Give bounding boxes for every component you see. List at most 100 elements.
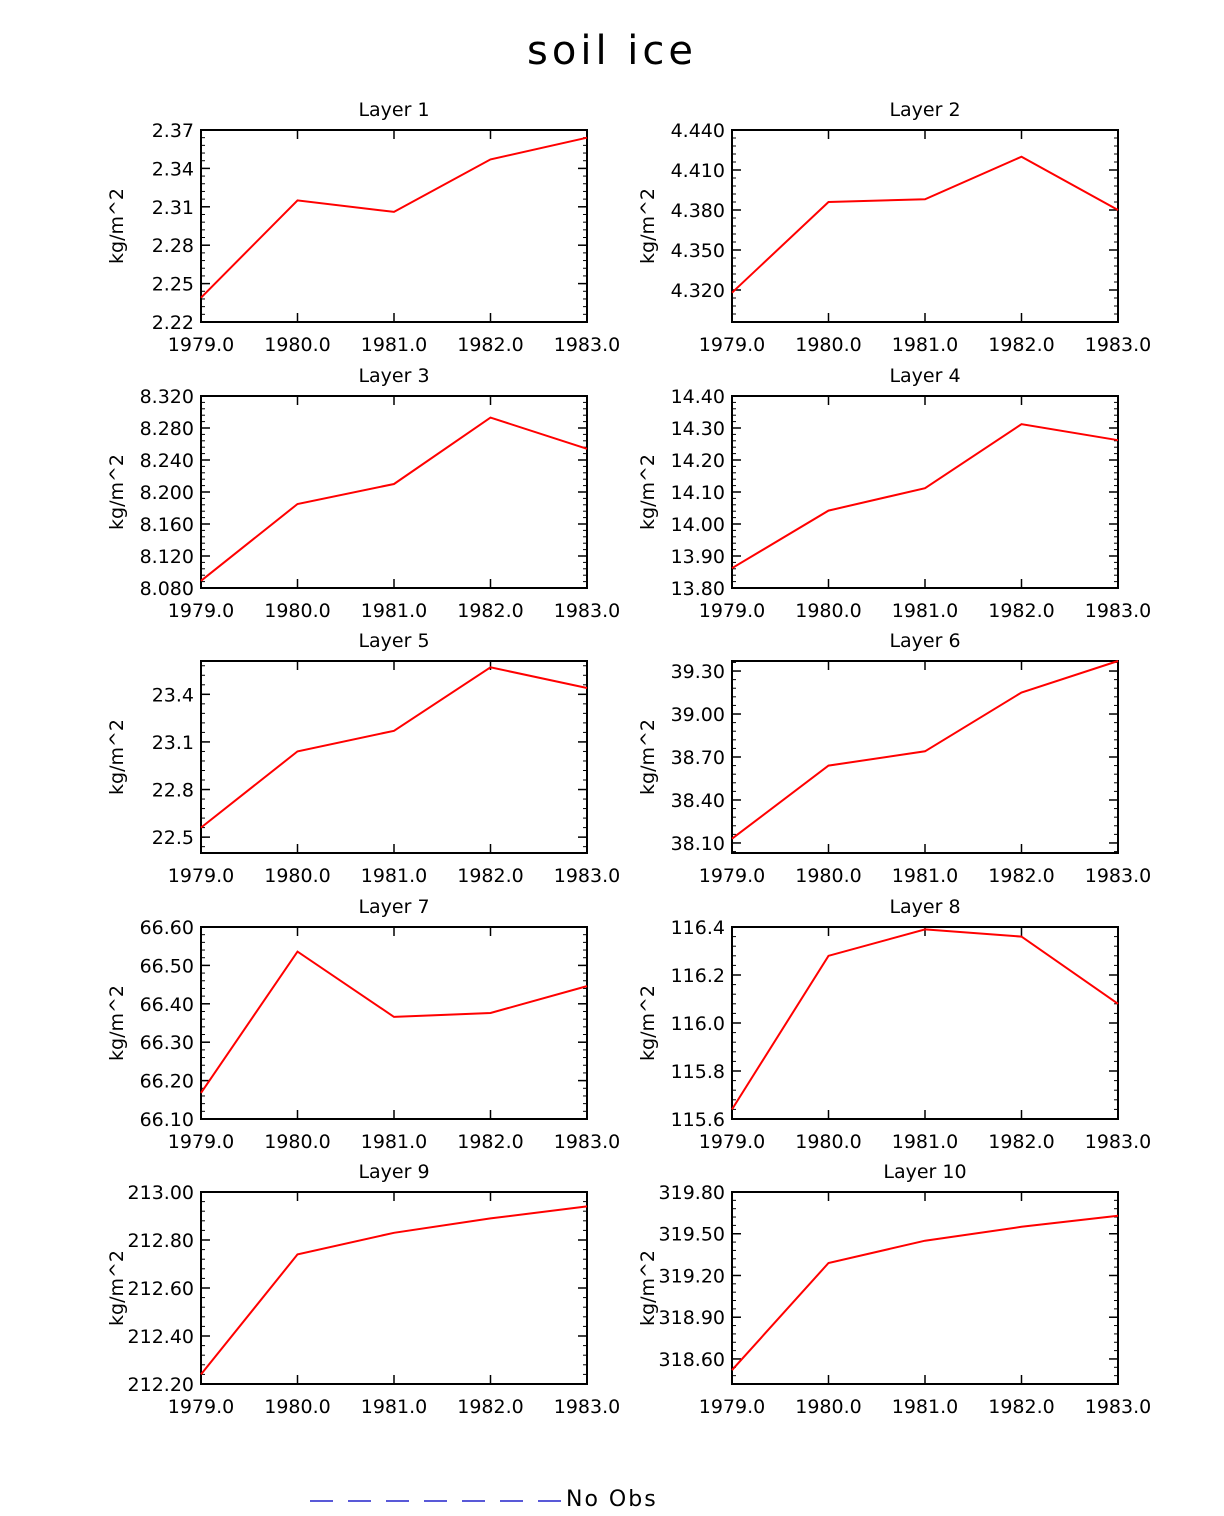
layer8-xtick-label: 1979.0 [699, 1131, 765, 1153]
layer1-point [200, 297, 202, 299]
layer4-xtick-label: 1981.0 [892, 600, 958, 622]
layer1-xtick-label: 1982.0 [457, 334, 523, 356]
layer3-xtick-label: 1983.0 [554, 600, 620, 622]
layer7-series-line [200, 950, 588, 1094]
layer2-xtick-label: 1981.0 [892, 334, 958, 356]
layer6-ylabel: kg/m^2 [637, 719, 659, 795]
layer7-ytick-label: 66.30 [140, 1032, 194, 1054]
layer7-title: Layer 7 [358, 896, 429, 918]
layer2-point [1021, 156, 1023, 158]
layer8-xtick-label: 1982.0 [988, 1131, 1054, 1153]
layer5-point [297, 750, 299, 752]
layer10-xtick-label: 1980.0 [795, 1396, 861, 1418]
layer1-point [297, 199, 299, 201]
layer8-point [1021, 936, 1023, 938]
layer3-ytick-label: 8.240 [140, 450, 194, 472]
layer10-point [1021, 1226, 1023, 1228]
layer3-ytick-label: 8.080 [140, 578, 194, 600]
layer9-point [586, 1205, 588, 1207]
layer10-point [828, 1262, 830, 1264]
layer7-ytick-label: 66.20 [140, 1071, 194, 1093]
layer1-point [490, 158, 492, 160]
layer2-series-line [731, 155, 1119, 294]
layer4-xtick-label: 1983.0 [1085, 600, 1151, 622]
layer6-ytick-label: 38.10 [671, 833, 725, 855]
layer9-ytick-label: 212.40 [128, 1326, 194, 1348]
layer1-xtick-label: 1983.0 [554, 334, 620, 356]
layer1-frame [200, 129, 588, 323]
layer9-point [490, 1217, 492, 1219]
layer8-ytick-label: 116.0 [671, 1013, 725, 1035]
layer5-ytick-label: 22.5 [152, 827, 194, 849]
layer7-point [200, 1092, 202, 1094]
layer5-ytick-label: 22.8 [152, 780, 194, 802]
layer5-xtick-label: 1982.0 [457, 865, 523, 887]
layer4-ytick-label: 14.10 [671, 482, 725, 504]
layer3-xtick-label: 1982.0 [457, 600, 523, 622]
layer8-point [828, 955, 830, 957]
layer9-xtick-label: 1981.0 [361, 1396, 427, 1418]
layer10-series-line [731, 1214, 1119, 1371]
layer10-frame [731, 1191, 1119, 1385]
layer3-ytick-label: 8.160 [140, 514, 194, 536]
layer3-ytick-label: 8.200 [140, 482, 194, 504]
layer9-xtick-label: 1980.0 [264, 1396, 330, 1418]
layer7-xtick-label: 1983.0 [554, 1131, 620, 1153]
layer5-point [490, 666, 492, 668]
layer4-point [924, 487, 926, 489]
layer10-xtick-label: 1979.0 [699, 1396, 765, 1418]
layer2-ytick-label: 4.380 [671, 200, 725, 222]
layer7-xtick-label: 1979.0 [168, 1131, 234, 1153]
layer5-frame [200, 660, 588, 854]
layer2-point [1117, 209, 1119, 211]
layer1-point [393, 211, 395, 213]
layer7-ytick-label: 66.60 [140, 917, 194, 939]
layer5-xtick-label: 1980.0 [264, 865, 330, 887]
layer6-xtick-label: 1983.0 [1085, 865, 1151, 887]
layer8-ytick-label: 115.8 [671, 1061, 725, 1083]
layer10-ytick-label: 318.60 [659, 1349, 725, 1371]
layer4-xtick-label: 1979.0 [699, 600, 765, 622]
layer3-xtick-label: 1979.0 [168, 600, 234, 622]
layer6-title: Layer 6 [889, 630, 960, 652]
layer9-point [393, 1232, 395, 1234]
layer9-series-line [200, 1205, 588, 1376]
layer4-ytick-label: 14.40 [671, 386, 725, 408]
layer1-xtick-label: 1979.0 [168, 334, 234, 356]
layer1-ytick-label: 2.34 [152, 158, 194, 180]
layer7-point [586, 985, 588, 987]
layer1-ylabel: kg/m^2 [106, 188, 128, 264]
layer3-xtick-label: 1980.0 [264, 600, 330, 622]
layer9-xtick-label: 1982.0 [457, 1396, 523, 1418]
layer6-point [1021, 692, 1023, 694]
layer3-point [490, 417, 492, 419]
layer5-xtick-label: 1979.0 [168, 865, 234, 887]
layer9-point [200, 1373, 202, 1375]
layer9-xtick-label: 1983.0 [554, 1396, 620, 1418]
layer8-point [924, 928, 926, 930]
legend-label: No Obs [566, 1487, 658, 1512]
layer6-point [731, 838, 733, 840]
layer5-point [586, 687, 588, 689]
layer8-point [1117, 1003, 1119, 1005]
layer6-point [828, 765, 830, 767]
layer2-frame [731, 129, 1119, 323]
layer10-ytick-label: 319.50 [659, 1224, 725, 1246]
layer6-ytick-label: 38.70 [671, 747, 725, 769]
layer2-point [731, 292, 733, 294]
layer3-point [393, 483, 395, 485]
layer4-xtick-label: 1980.0 [795, 600, 861, 622]
layer5-series-line [200, 666, 588, 829]
layer3-ytick-label: 8.320 [140, 386, 194, 408]
layer2-xtick-label: 1982.0 [988, 334, 1054, 356]
layer4-ytick-label: 14.00 [671, 514, 725, 536]
layer6-xtick-label: 1979.0 [699, 865, 765, 887]
layer7-ytick-label: 66.50 [140, 955, 194, 977]
layer7-ytick-label: 66.10 [140, 1109, 194, 1131]
layer8-ytick-label: 116.2 [671, 965, 725, 987]
layer8-series-line [731, 928, 1119, 1110]
layer10-ytick-label: 319.20 [659, 1265, 725, 1287]
layer5-point [200, 827, 202, 829]
layer6-ytick-label: 39.30 [671, 661, 725, 683]
